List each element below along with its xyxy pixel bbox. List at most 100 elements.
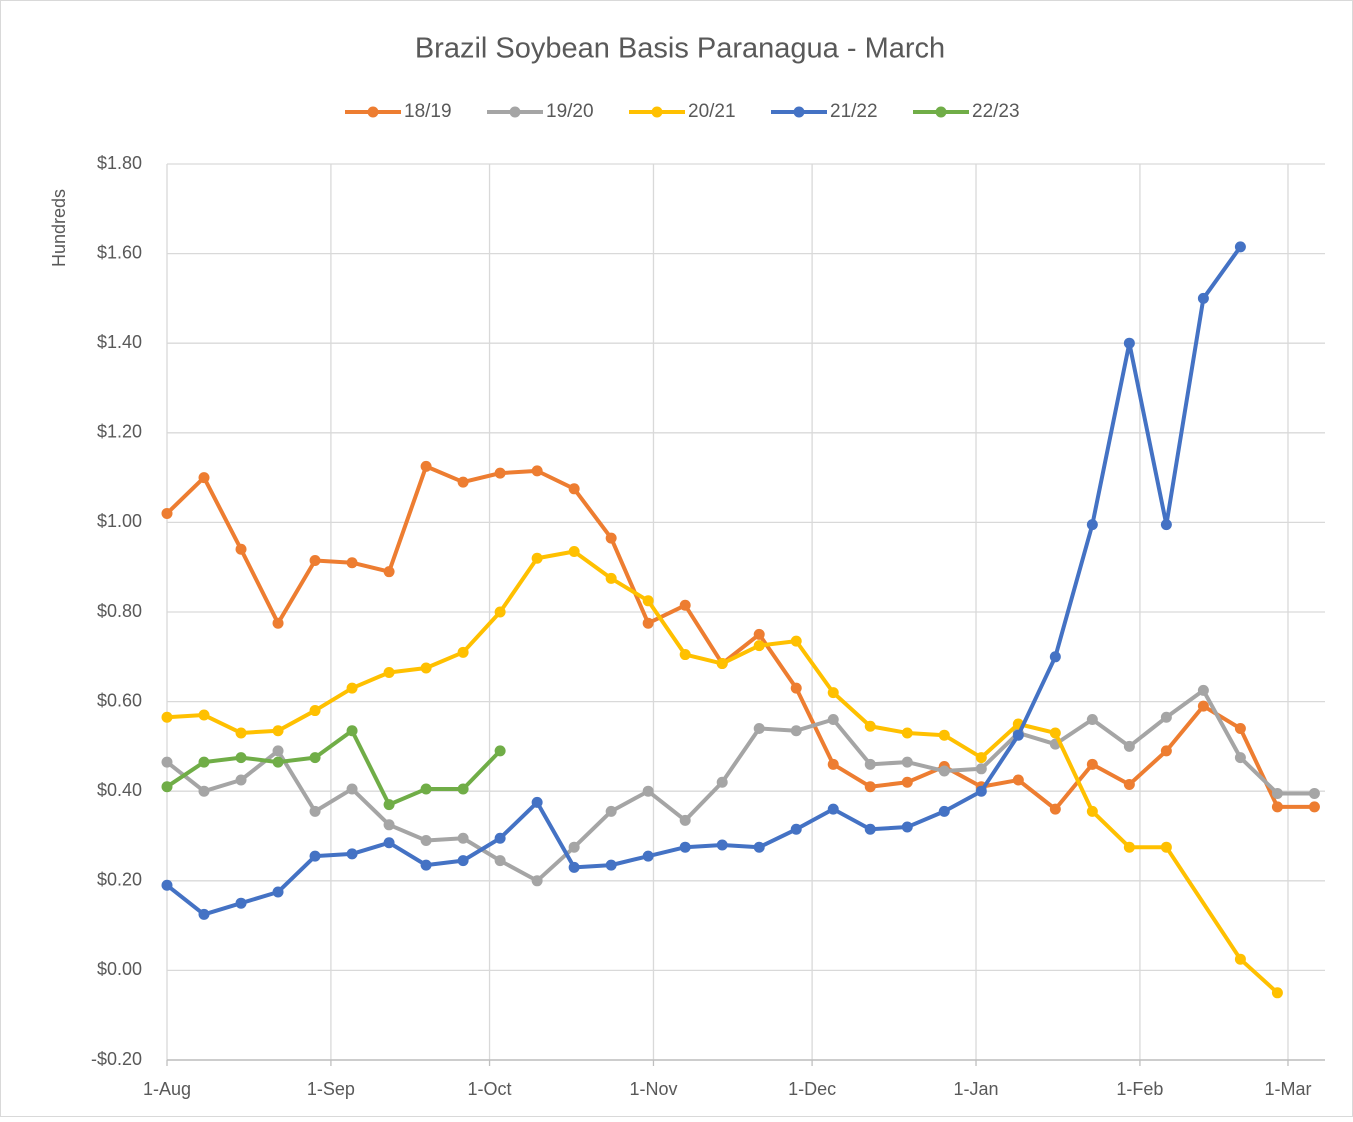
series-marker	[1197, 700, 1209, 712]
series-marker	[494, 745, 506, 757]
y-tick-label: $1.80	[97, 153, 142, 173]
series-marker	[864, 823, 876, 835]
series-marker	[1123, 841, 1135, 853]
legend-label: 21/22	[830, 101, 878, 122]
series-marker	[383, 819, 395, 831]
series-marker	[568, 861, 580, 873]
legend-label: 22/23	[972, 101, 1020, 122]
series-marker	[716, 658, 728, 670]
series-marker	[1234, 953, 1246, 965]
y-tick-label: $1.60	[97, 242, 142, 262]
legend-label: 18/19	[404, 101, 452, 122]
y-tick-label: -$0.20	[91, 1049, 142, 1069]
series-marker	[457, 646, 469, 658]
series-marker	[383, 799, 395, 811]
legend-swatch-marker	[651, 106, 663, 118]
series-marker	[753, 841, 765, 853]
series-marker	[1308, 801, 1320, 813]
y-tick-label: $0.20	[97, 870, 142, 890]
series-marker	[605, 805, 617, 817]
series-marker	[642, 595, 654, 607]
series-marker	[605, 859, 617, 871]
series-marker	[1234, 241, 1246, 253]
series-marker	[1234, 722, 1246, 734]
series-marker	[1160, 841, 1172, 853]
series-marker	[198, 785, 210, 797]
legend-swatch-marker	[793, 106, 805, 118]
series-marker	[161, 756, 173, 768]
series-marker	[346, 848, 358, 860]
series-line	[165, 464, 1315, 812]
series-marker	[494, 855, 506, 867]
series-marker	[272, 725, 284, 737]
series-marker	[383, 566, 395, 578]
series-line	[165, 245, 1243, 917]
series-marker	[827, 714, 839, 726]
series-marker	[1012, 729, 1024, 741]
series-marker	[457, 832, 469, 844]
series-line	[166, 549, 1279, 995]
series-marker	[235, 897, 247, 909]
series-marker	[901, 727, 913, 739]
series-marker	[1271, 987, 1283, 999]
series-marker	[827, 758, 839, 770]
y-axis-title: Hundreds	[49, 189, 69, 267]
y-tick-label: $1.00	[97, 511, 142, 531]
series-marker	[309, 554, 321, 566]
series-marker	[901, 776, 913, 788]
chart-title: Brazil Soybean Basis Paranagua - March	[415, 33, 945, 65]
series-marker	[938, 765, 950, 777]
series-marker	[272, 886, 284, 898]
x-tick-label: 1-Dec	[788, 1079, 836, 1099]
legend-swatch-marker	[509, 106, 521, 118]
series-marker	[753, 722, 765, 734]
series-marker	[198, 472, 210, 484]
series-marker	[309, 805, 321, 817]
series-marker	[938, 805, 950, 817]
series-marker	[383, 837, 395, 849]
x-tick-label: 1-Jan	[953, 1079, 998, 1099]
y-tick-label: $0.00	[97, 959, 142, 979]
series-marker	[679, 599, 691, 611]
x-tick-label: 1-Aug	[143, 1079, 191, 1099]
series-marker	[161, 711, 173, 723]
series-marker	[346, 725, 358, 737]
series-marker	[679, 841, 691, 853]
x-tick-label: 1-Feb	[1116, 1079, 1163, 1099]
series-marker	[605, 572, 617, 584]
series-marker	[309, 705, 321, 717]
series-marker	[1049, 803, 1061, 815]
series-marker	[198, 756, 210, 768]
series-marker	[1197, 292, 1209, 304]
series-marker	[383, 666, 395, 678]
series-marker	[827, 687, 839, 699]
series-marker	[1123, 337, 1135, 349]
series-marker	[1234, 752, 1246, 764]
series-marker	[272, 617, 284, 629]
series-marker	[901, 756, 913, 768]
series-marker	[346, 557, 358, 569]
series-marker	[1271, 801, 1283, 813]
series-line	[165, 688, 1315, 883]
series-marker	[457, 783, 469, 795]
series-marker	[1086, 805, 1098, 817]
series-marker	[827, 803, 839, 815]
series-marker	[864, 781, 876, 793]
y-tick-label: $0.40	[97, 780, 142, 800]
series-marker	[235, 774, 247, 786]
series-marker	[1086, 714, 1098, 726]
series-marker	[1271, 787, 1283, 799]
series-marker	[198, 709, 210, 721]
series-marker	[975, 785, 987, 797]
x-tick-label: 1-Sep	[307, 1079, 355, 1099]
series-marker	[161, 507, 173, 519]
series-marker	[272, 745, 284, 757]
series-marker	[494, 832, 506, 844]
series-marker	[420, 662, 432, 674]
series-marker	[1160, 745, 1172, 757]
x-tick-label: 1-Mar	[1264, 1079, 1311, 1099]
series-marker	[1123, 778, 1135, 790]
series-marker	[1197, 684, 1209, 696]
series-marker	[1049, 727, 1061, 739]
